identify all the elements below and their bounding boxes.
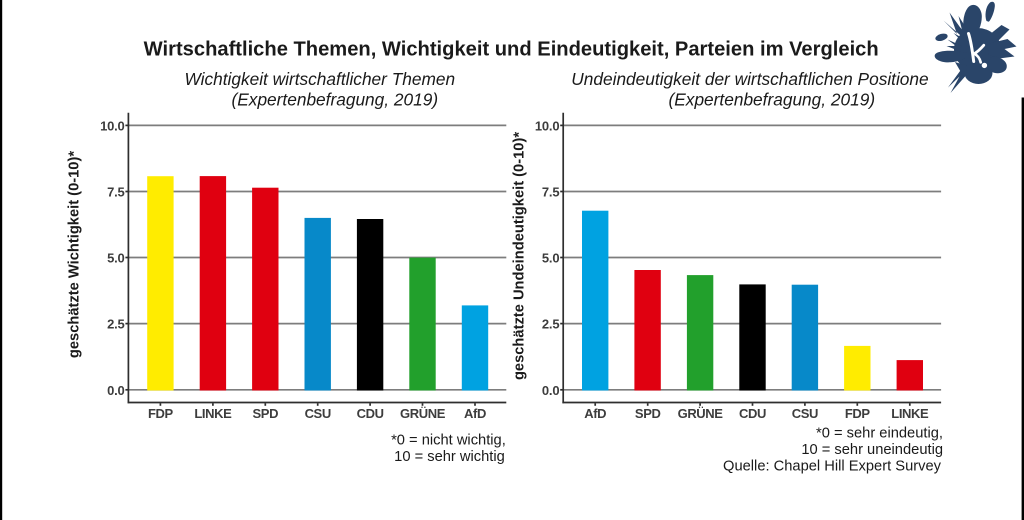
svg-text:Undeindeutigkeit der wirtschaf: Undeindeutigkeit der wirtschaftlichen Po… [571,69,928,89]
svg-text:SPD: SPD [635,406,661,421]
svg-text:5.0: 5.0 [542,251,559,266]
svg-text:10 = sehr wichtig: 10 = sehr wichtig [394,449,505,465]
svg-text:CDU: CDU [739,406,766,421]
svg-text:GRÜNE: GRÜNE [400,406,446,421]
svg-text:0.0: 0.0 [542,383,559,398]
svg-text:10 = sehr uneindeutig: 10 = sehr uneindeutig [801,442,943,458]
svg-text:0.0: 0.0 [107,383,124,398]
svg-text:2.5: 2.5 [107,317,124,332]
svg-text:FDP: FDP [148,406,174,421]
svg-text:7.5: 7.5 [542,185,559,200]
svg-text:Wirtschaftliche Themen, Wichti: Wirtschaftliche Themen, Wichtigkeit und … [144,38,879,60]
svg-text:AfD: AfD [464,406,486,421]
svg-text:10.0: 10.0 [100,119,125,134]
svg-text:5.0: 5.0 [107,251,124,266]
svg-text:Wichtigkeit wirtschaftlicher T: Wichtigkeit wirtschaftlicher Themen [184,69,455,89]
svg-text:(Expertenbefragung, 2019): (Expertenbefragung, 2019) [232,90,439,110]
svg-text:Quelle: Chapel Hill Expert Sur: Quelle: Chapel Hill Expert Survey [723,459,942,475]
svg-text:*0 = sehr eindeutig,: *0 = sehr eindeutig, [816,426,943,442]
svg-text:2.5: 2.5 [542,317,559,332]
svg-text:CSU: CSU [792,406,818,421]
svg-text:LINKE: LINKE [891,406,929,421]
svg-text:geschätzte Undeindeutigkeit (0: geschätzte Undeindeutigkeit (0-10)* [511,132,527,380]
svg-text:*0 = nicht wichtig,: *0 = nicht wichtig, [391,433,506,449]
svg-text:geschätzte Wichtigkeit (0-10)*: geschätzte Wichtigkeit (0-10)* [67,151,83,358]
svg-text:AfD: AfD [584,406,606,421]
svg-text:(Expertenbefragung, 2019): (Expertenbefragung, 2019) [669,90,876,110]
svg-text:CSU: CSU [305,406,331,421]
svg-text:SPD: SPD [253,406,279,421]
svg-text:GRÜNE: GRÜNE [678,406,724,421]
svg-text:CDU: CDU [357,406,384,421]
svg-text:7.5: 7.5 [107,185,124,200]
svg-text:LINKE: LINKE [194,406,232,421]
svg-text:FDP: FDP [845,406,871,421]
svg-text:10.0: 10.0 [535,119,560,134]
